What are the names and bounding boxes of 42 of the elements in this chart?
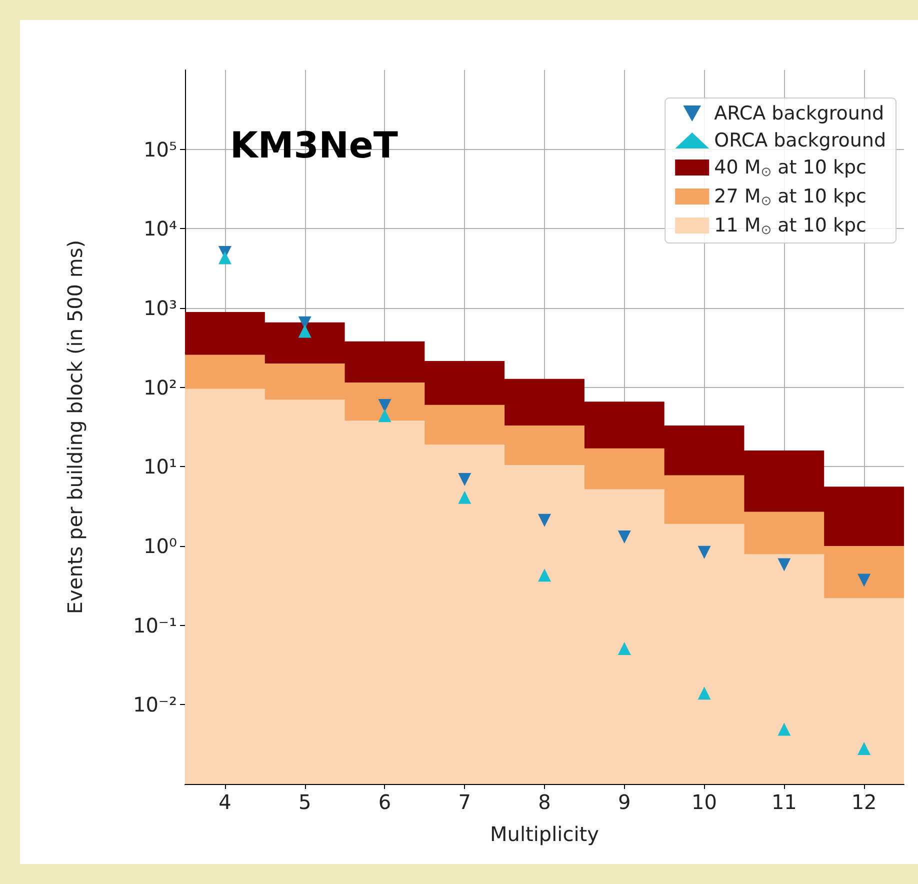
x-tick-label: 11 (771, 790, 797, 814)
annotation: KM3NeT (230, 126, 398, 166)
y-tick-label: 10⁴ (144, 216, 177, 241)
point (378, 409, 392, 422)
legend-label: ARCA background (714, 102, 884, 124)
y-tick-label: 10⁻² (132, 692, 177, 717)
point (458, 472, 472, 486)
point (618, 642, 631, 656)
x-tick-label: 7 (458, 790, 471, 814)
point (858, 574, 871, 587)
y-axis-title: Events per building block (in 500 ms) (63, 240, 87, 614)
point (538, 568, 551, 582)
point (218, 251, 232, 264)
x-tick-label: 6 (378, 790, 392, 814)
y-tick-label: 10⁻¹ (132, 613, 177, 638)
point (458, 490, 472, 504)
point (778, 722, 791, 736)
point (698, 546, 711, 559)
x-tick-label: 10 (692, 790, 718, 814)
legend-label: 40 M⊙ at 10 kpc (714, 156, 867, 180)
point (858, 742, 871, 756)
point (618, 530, 631, 544)
point (298, 324, 312, 338)
point (378, 399, 392, 412)
legend-label: 11 M⊙ at 10 kpc (714, 214, 867, 238)
y-tick-label: 10² (144, 375, 177, 400)
x-tick-label: 4 (218, 790, 232, 814)
y-tick-label: 10⁰ (144, 534, 177, 558)
point (778, 558, 791, 572)
point (298, 316, 312, 330)
x-tick-label: 5 (298, 790, 312, 814)
x-axis-title: Multiplicity (490, 822, 600, 846)
legend-label: 27 M⊙ at 10 kpc (714, 186, 867, 209)
point (538, 514, 551, 527)
y-tick-label: 10³ (144, 296, 177, 320)
x-tick-label: 12 (851, 790, 877, 814)
y-tick-label: 10⁵ (144, 137, 177, 162)
x-tick-label: 9 (618, 790, 631, 814)
point (698, 686, 711, 700)
y-tick-label: 10¹ (144, 454, 177, 479)
legend-label: ORCA background (714, 130, 886, 152)
x-tick-label: 8 (538, 790, 551, 814)
